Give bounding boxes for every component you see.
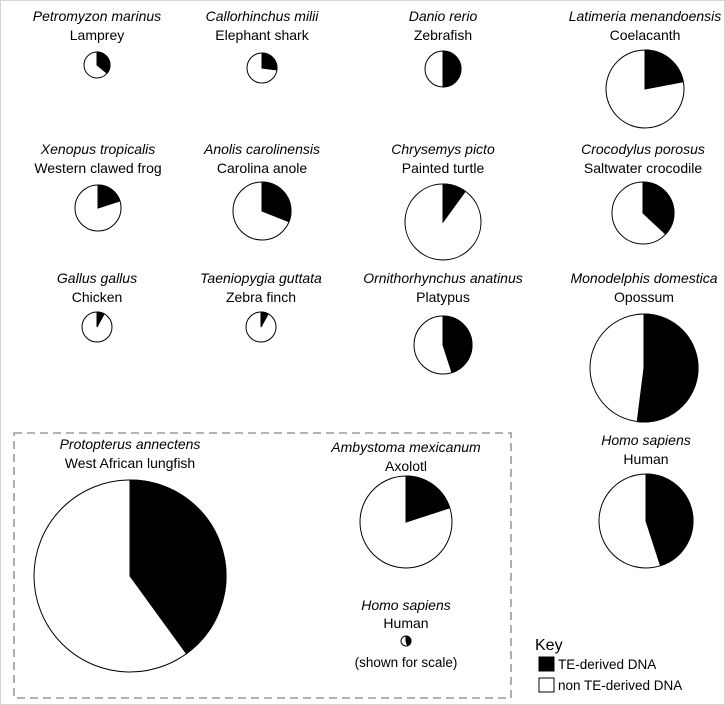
pie-slice-te	[261, 181, 292, 223]
latin-name-label: Xenopus tropicalis	[40, 141, 155, 157]
legend: Key TE-derived DNA non TE-derived DNA	[535, 637, 682, 693]
legend-swatch-non-te	[538, 677, 555, 693]
pie-slice-te	[405, 635, 412, 647]
pie-carolina-anole: Anolis carolinensis Carolina anole	[203, 141, 320, 241]
common-name-label: Carolina anole	[217, 160, 307, 176]
pie-saltwater-crocodile: Crocodylus porosus Saltwater crocodile	[581, 141, 705, 245]
dashed-inset-box	[13, 432, 512, 699]
common-name-label: Platypus	[416, 289, 470, 305]
latin-name-label: Homo sapiens	[361, 597, 451, 613]
pie-slice-te	[442, 183, 467, 224]
common-name-label: Painted turtle	[402, 160, 485, 176]
common-name-label: Zebra finch	[226, 289, 296, 305]
pie-slice-te	[644, 49, 684, 90]
pie-zebra-finch: Taeniopygia guttata Zebra finch	[200, 270, 322, 343]
latin-name-label: Protopterus annectens	[60, 436, 201, 452]
pie-axolotl: Ambystoma mexicanum Axolotl	[330, 439, 481, 569]
pie-west-african-lungfish: Protopterus annectens West African lungfi…	[33, 436, 227, 673]
pie-slice-te	[96, 311, 105, 328]
pie-human: Homo sapiens Human	[598, 432, 694, 569]
pie-human-scale: Homo sapiens Human (shown for scale)	[355, 597, 458, 670]
latin-name-label: Petromyzon marinus	[33, 8, 161, 24]
common-name-label: Opossum	[614, 289, 674, 305]
common-name-label: Zebrafish	[414, 27, 472, 43]
pie-slice-te	[642, 181, 675, 235]
pie-western-clawed-frog: Xenopus tropicalis Western clawed frog	[34, 141, 162, 232]
latin-name-label: Ornithorhynchus anatinus	[363, 270, 523, 286]
pie-lamprey: Petromyzon marinus Lamprey	[33, 8, 161, 79]
pie-slice-te	[442, 315, 473, 374]
pie-painted-turtle: Chrysemys picto Painted turtle	[391, 141, 495, 261]
latin-name-label: Latimeria menandoensis	[569, 8, 722, 24]
common-name-label: Coelacanth	[610, 27, 681, 43]
latin-name-label: Taeniopygia guttata	[200, 270, 322, 286]
legend-label-non-te: non TE-derived DNA	[558, 678, 682, 693]
legend-swatch-te	[538, 656, 555, 672]
latin-name-label: Crocodylus porosus	[581, 141, 705, 157]
common-name-label: Lamprey	[70, 27, 124, 43]
pie-slice-te	[645, 473, 694, 567]
pie-slice-te	[442, 50, 462, 88]
legend-title: Key	[535, 637, 563, 654]
common-name-label: Axolotl	[385, 458, 427, 474]
pie-coelacanth: Latimeria menandoensis Coelacanth	[569, 8, 722, 129]
scale-note-label: (shown for scale)	[355, 655, 458, 670]
pie-zebrafish: Danio rerio Zebrafish	[409, 8, 478, 88]
pie-elephant-shark: Callorhinchus milii Elephant shark	[206, 8, 320, 84]
common-name-label: West African lungfish	[65, 455, 195, 471]
pie-slice-te	[129, 479, 227, 655]
latin-name-label: Homo sapiens	[601, 432, 691, 448]
latin-name-label: Chrysemys picto	[391, 141, 495, 157]
latin-name-label: Gallus gallus	[57, 270, 137, 286]
pie-opossum: Monodelphis domestica Opossum	[570, 270, 718, 423]
common-name-label: Saltwater crocodile	[584, 160, 702, 176]
latin-name-label: Ambystoma mexicanum	[330, 439, 481, 455]
common-name-label: Elephant shark	[215, 27, 309, 43]
pie-slice-te	[405, 475, 451, 523]
common-name-label: Western clawed frog	[34, 160, 161, 176]
pie-slice-te	[636, 313, 699, 423]
common-name-label: Human	[623, 451, 668, 467]
pie-slice-te	[261, 52, 278, 71]
pie-platypus: Ornithorhynchus anatinus Platypus	[363, 270, 523, 375]
latin-name-label: Callorhinchus milii	[206, 8, 320, 24]
latin-name-label: Danio rerio	[409, 8, 478, 24]
pie-slice-te	[260, 311, 269, 328]
common-name-label: Chicken	[72, 289, 123, 305]
pies-group: Petromyzon marinus Lamprey Callorhinchus m…	[33, 8, 722, 673]
latin-name-label: Anolis carolinensis	[203, 141, 320, 157]
pie-chicken: Gallus gallus Chicken	[57, 270, 137, 343]
pie-slice-te	[97, 184, 121, 209]
legend-label-te: TE-derived DNA	[558, 657, 656, 672]
latin-name-label: Monodelphis domestica	[570, 270, 717, 286]
common-name-label: Human	[383, 615, 428, 631]
pie-slice-te	[96, 51, 111, 74]
